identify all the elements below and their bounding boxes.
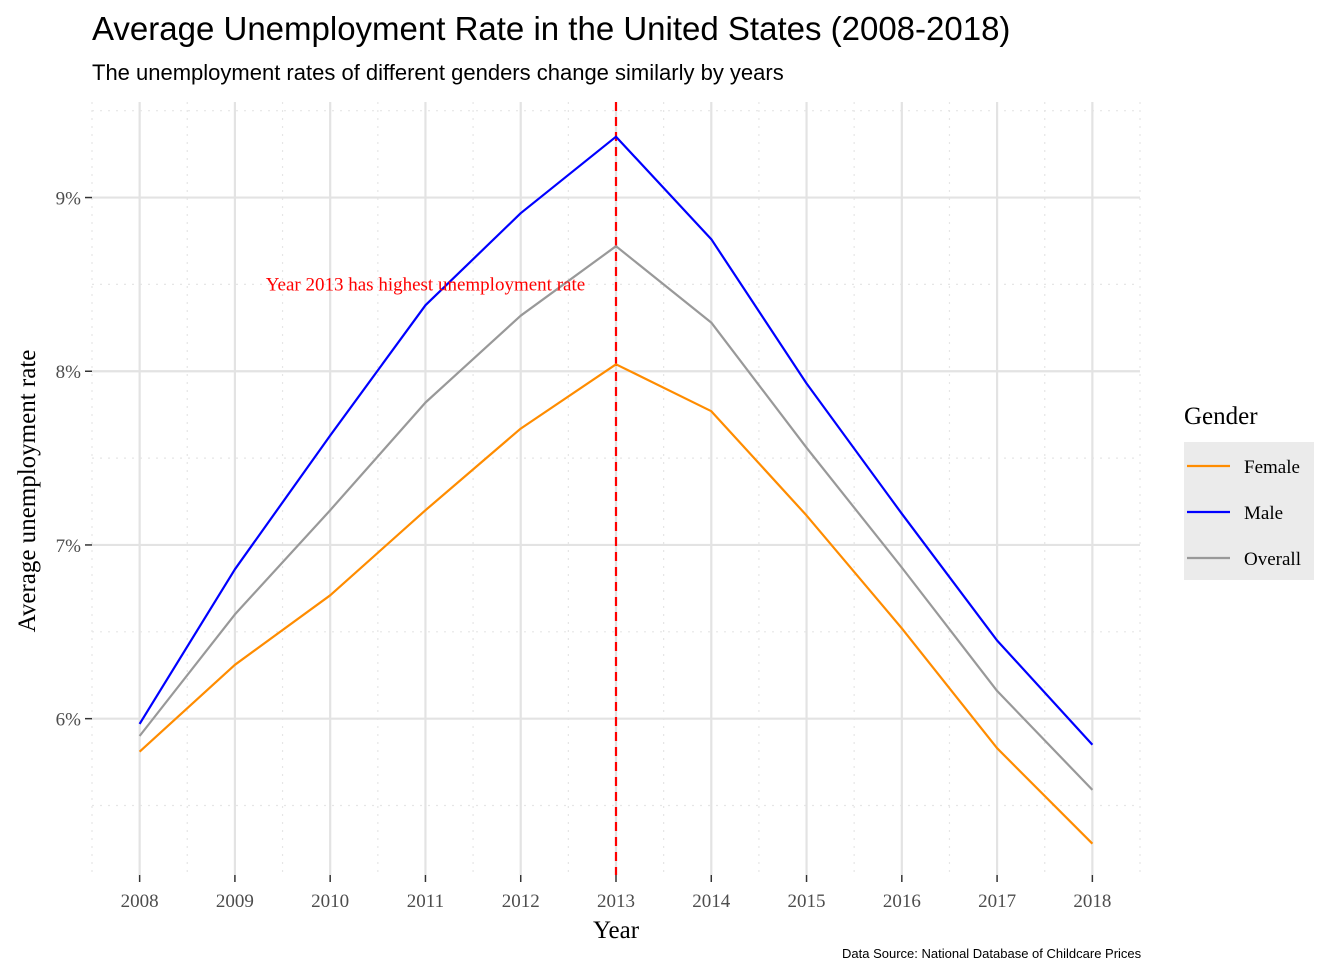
x-tick-label: 2012 xyxy=(502,891,540,912)
x-axis-title: Year xyxy=(593,917,640,944)
data-source-caption: Data Source: National Database of Childc… xyxy=(842,946,1142,961)
major-gridlines xyxy=(92,102,1140,875)
x-tick-label: 2011 xyxy=(407,891,444,912)
x-tick-label: 2009 xyxy=(216,891,254,912)
x-tick-label: 2017 xyxy=(978,891,1016,912)
legend-label-overall: Overall xyxy=(1244,549,1301,570)
x-tick-label: 2010 xyxy=(311,891,349,912)
x-tick-label: 2016 xyxy=(883,891,921,912)
series-lines xyxy=(138,135,1094,845)
chart-subtitle: The unemployment rates of different gend… xyxy=(92,60,784,85)
annotation-group: Year 2013 has highest unemployment rate xyxy=(266,274,585,295)
x-tick-label: 2008 xyxy=(121,891,159,912)
series-line-male xyxy=(138,135,1094,746)
legend: Gender Female Male Overall xyxy=(1184,403,1314,580)
x-axis: 2008 2009 2010 2011 2012 2013 2014 2015 2016 2017… xyxy=(121,875,1111,912)
x-tick-label: 2018 xyxy=(1073,891,1111,912)
series-line-overall xyxy=(138,245,1094,791)
x-tick-label: 2015 xyxy=(788,891,826,912)
x-tick-label: 2014 xyxy=(692,891,731,912)
y-tick-label: 8% xyxy=(56,362,82,383)
minor-gridlines xyxy=(91,102,1141,875)
y-tick-label: 9% xyxy=(56,189,82,210)
y-tick-label: 7% xyxy=(56,536,82,557)
legend-label-female: Female xyxy=(1244,457,1300,478)
legend-label-male: Male xyxy=(1244,503,1283,524)
series-line-female xyxy=(138,363,1094,845)
annotation-highest-rate: Year 2013 has highest unemployment rate xyxy=(266,274,585,295)
y-axis: 6% 7% 8% 9% xyxy=(56,189,92,731)
x-tick-label: 2013 xyxy=(597,891,635,912)
chart-title: Average Unemployment Rate in the United … xyxy=(92,10,1011,47)
y-axis-title: Average unemployment rate xyxy=(14,350,41,633)
legend-title: Gender xyxy=(1184,403,1258,430)
y-tick-label: 6% xyxy=(56,710,82,731)
